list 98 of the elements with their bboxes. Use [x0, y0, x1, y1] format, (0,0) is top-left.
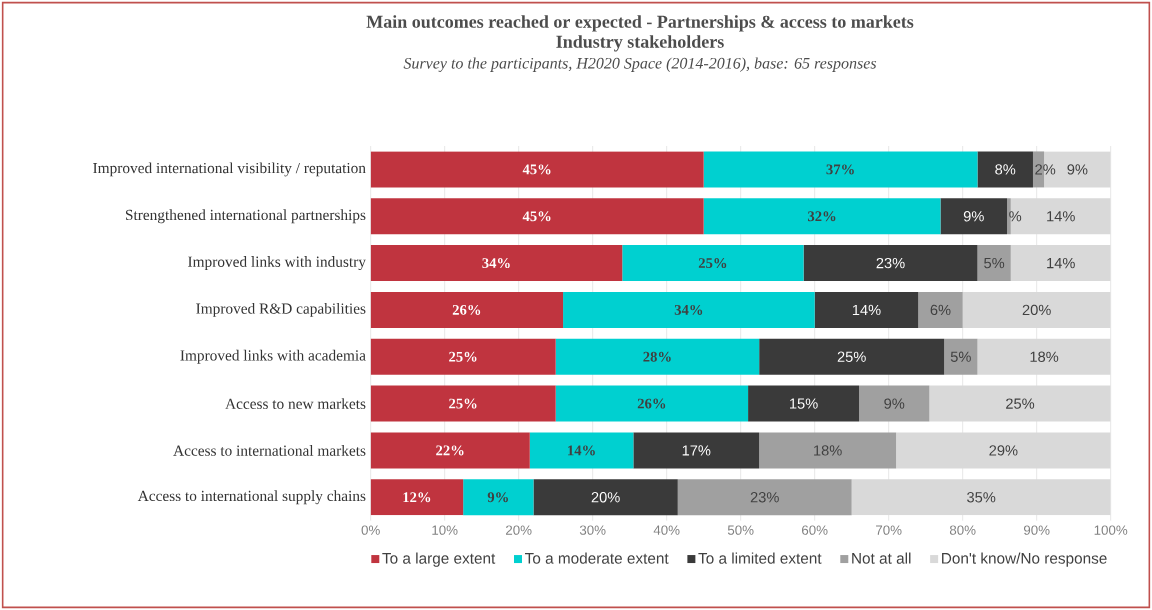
- bar: [533, 479, 678, 516]
- bar: [370, 198, 704, 235]
- bar: [370, 245, 623, 282]
- data-label: 34%: [674, 304, 703, 315]
- y-tick-label: Strengthened international partnerships: [125, 209, 366, 224]
- x-tick-label: 0%: [361, 525, 380, 535]
- data-label: 25%: [1006, 398, 1035, 409]
- bar: [859, 385, 930, 422]
- data-label: 8%: [995, 164, 1016, 175]
- data-label: 35%: [967, 492, 996, 503]
- bar: [370, 432, 530, 469]
- y-tick-label: Improved international visibility / reputation: [93, 162, 366, 177]
- x-tick-label: 100%: [1094, 525, 1128, 535]
- legend-label: Not at all: [852, 552, 911, 564]
- bar: [759, 338, 945, 375]
- bar: [555, 385, 749, 422]
- data-label: 20%: [1022, 304, 1051, 316]
- bar: [918, 291, 963, 328]
- data-label: 26%: [452, 304, 481, 315]
- bar: [748, 385, 860, 422]
- legend-label: To a moderate extent: [525, 552, 669, 564]
- y-tick-label: Improved links with academia: [180, 349, 366, 364]
- bar: [944, 338, 978, 375]
- legend-label: To a large extent: [382, 552, 496, 567]
- data-label: 25%: [837, 351, 866, 362]
- data-label: 26%: [637, 398, 666, 409]
- data-label: 14%: [1047, 211, 1075, 222]
- data-label: 5%: [950, 351, 971, 362]
- x-tick-label: 10%: [432, 525, 458, 535]
- data-label: 18%: [814, 445, 842, 456]
- data-label: 18%: [1030, 351, 1059, 362]
- data-label: 22%: [436, 445, 464, 456]
- data-label: 28%: [643, 351, 671, 362]
- data-label: 14%: [568, 445, 595, 456]
- data-label: 23%: [750, 492, 779, 503]
- bar: [703, 198, 941, 235]
- x-tick-label: 70%: [876, 525, 902, 535]
- data-label: 20%: [591, 492, 620, 503]
- y-tick-label: Improved R&D capabilities: [196, 302, 366, 317]
- x-tick-label: 80%: [949, 525, 976, 535]
- data-label: 25%: [449, 351, 477, 362]
- x-tick-label: 60%: [802, 525, 828, 535]
- text: Survey to the participants, H2020 Space (2014-2016), base: 65 responses: [403, 57, 877, 72]
- data-label: 45%: [522, 211, 551, 222]
- chart-title: Main outcomes reached or expected - Partnerships & access to markets: [366, 15, 914, 32]
- x-tick-label: 50%: [727, 525, 754, 535]
- bar: [803, 245, 978, 282]
- data-label: 9%: [884, 398, 905, 409]
- data-label: 6%: [930, 304, 951, 316]
- bar: [370, 338, 556, 375]
- bar: [370, 385, 556, 422]
- data-label: 14%: [852, 304, 881, 316]
- bar: [529, 432, 634, 469]
- bar: [977, 245, 1011, 282]
- bar: [370, 479, 464, 516]
- bar: [563, 291, 815, 328]
- chart-subtitle: Industry stakeholders: [556, 35, 724, 52]
- data-label: 15%: [790, 398, 818, 409]
- data-label: 25%: [698, 258, 727, 269]
- data-label: 9%: [487, 492, 508, 503]
- data-label: 9%: [1067, 164, 1088, 175]
- y-tick-label: Access to new markets: [225, 398, 366, 409]
- data-label: 45%: [522, 164, 551, 175]
- data-label: 23%: [876, 257, 905, 269]
- bar: [633, 432, 760, 469]
- bar: [555, 338, 760, 375]
- bar: [622, 245, 804, 282]
- data-label: 34%: [482, 258, 510, 269]
- x-tick-label: 90%: [1023, 525, 1050, 535]
- data-label: 9%: [963, 211, 984, 222]
- bar: [370, 291, 564, 328]
- data-label: 37%: [826, 164, 854, 175]
- y-tick-label: Access to international markets: [173, 445, 366, 456]
- bar: [759, 432, 897, 469]
- data-label: 25%: [449, 398, 477, 409]
- bar: [977, 151, 1033, 188]
- data-label: 2%: [1035, 164, 1056, 175]
- legend-label: Don't know/No response: [942, 552, 1107, 567]
- bar: [677, 479, 852, 516]
- data-label: 29%: [989, 445, 1018, 456]
- data-label: 32%: [807, 211, 836, 222]
- data-label: 12%: [403, 492, 431, 503]
- y-tick-label: Improved links with industry: [188, 256, 366, 271]
- data-label: 5%: [984, 257, 1005, 269]
- bar: [463, 479, 534, 516]
- bar: [370, 151, 704, 188]
- bar: [814, 291, 919, 328]
- x-tick-label: 40%: [653, 525, 680, 535]
- data-label: %: [1009, 211, 1022, 222]
- y-tick-label: Access to international supply chains: [137, 490, 366, 505]
- x-tick-label: 20%: [506, 525, 532, 535]
- data-label: 17%: [682, 445, 711, 456]
- x-tick-label: 30%: [579, 525, 606, 535]
- bar: [1007, 198, 1011, 235]
- legend-label: To a limited extent: [698, 552, 822, 564]
- data-label: 14%: [1047, 257, 1075, 269]
- bar: [703, 151, 978, 188]
- bar: [940, 198, 1008, 235]
